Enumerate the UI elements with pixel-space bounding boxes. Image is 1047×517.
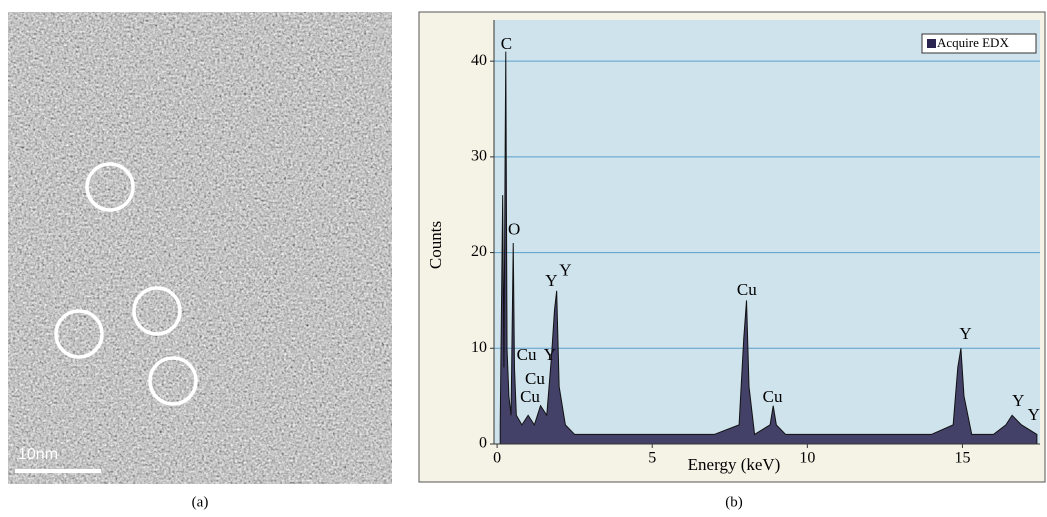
caption: (a): [192, 494, 209, 510]
peak-label: Y: [559, 261, 571, 280]
circle: [85, 162, 135, 212]
spectrum-area: [499, 51, 1038, 445]
x-tick-label: 0: [493, 450, 501, 467]
peak-label: Y: [545, 271, 557, 290]
tem-texture: [8, 12, 392, 484]
x-tick-label: 10: [799, 450, 815, 467]
y-tick-label: 10: [471, 339, 487, 356]
peak-label: Cu: [520, 387, 540, 406]
x-tick-label: 5: [648, 450, 656, 467]
peak-label: Cu: [763, 387, 783, 406]
y-tick-label: 0: [479, 435, 487, 452]
edx-chart: Counts Energy (keV) (b) 0 10 20 30 40 0 5 10 15 C…: [418, 11, 1046, 510]
tem-image-panel: 10nm (a): [8, 12, 392, 510]
circles: [54, 162, 198, 406]
scale-bar-label: 10nm: [18, 446, 58, 463]
legend-box: [921, 33, 1037, 54]
peak-label: Y: [1028, 405, 1040, 424]
legend-label: Acquire EDX: [937, 35, 1009, 50]
peak-label: Y: [544, 345, 556, 364]
peak-label: O: [508, 219, 520, 238]
x-axis-label: Energy (keV): [688, 455, 781, 474]
circle: [132, 286, 182, 336]
peak-label: Cu: [525, 369, 545, 388]
circle: [148, 356, 198, 406]
plot-area: [494, 20, 1040, 444]
caption: (b): [725, 494, 743, 510]
peak-label: Cu: [737, 280, 757, 299]
peak-label: C: [501, 34, 512, 53]
y-axis-label: Counts: [426, 221, 445, 269]
x-tick-label: 15: [954, 450, 970, 467]
circle: [54, 309, 104, 359]
y-tick-label: 20: [471, 243, 487, 260]
y-tick-label: 30: [471, 148, 487, 165]
y-tick-label: 40: [471, 52, 487, 69]
peak-label: Y: [959, 324, 971, 343]
peak-label: Cu: [517, 345, 537, 364]
peak-label: Y: [1012, 391, 1024, 410]
legend-swatch: [927, 39, 936, 48]
